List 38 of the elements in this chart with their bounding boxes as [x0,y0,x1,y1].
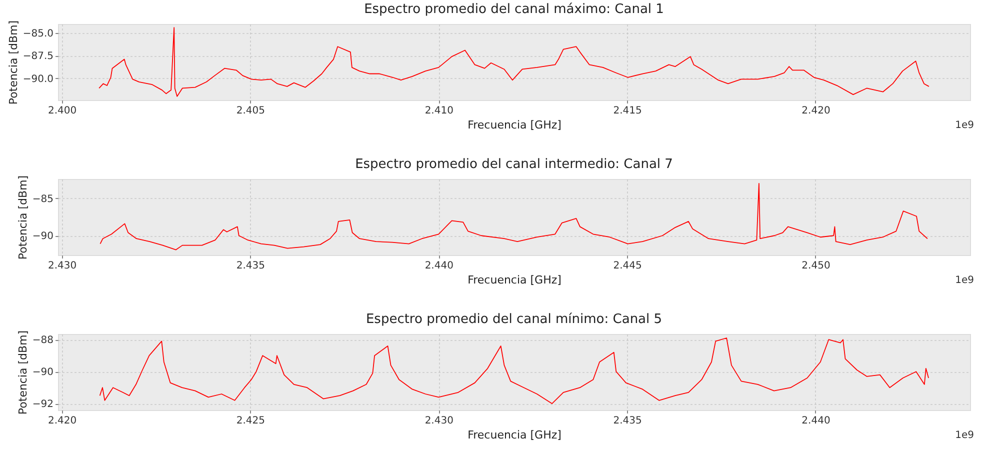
chart-title: Espectro promedio del canal mínimo: Canal 5 [366,312,662,327]
line-series [98,27,930,97]
x-tick-label: 2.450 [802,260,830,272]
x-tick-label: 2.415 [613,106,642,116]
y-axis-title: Potencia [dBm] [16,175,30,260]
x-axis-title: Frecuencia [GHz] [468,118,562,132]
line-series [99,338,929,404]
x-tick-label: 2.420 [802,106,830,116]
x-tick-label: 2.410 [424,106,454,116]
x-tick-label: 2.425 [236,416,266,426]
y-axis-title: Potencia [dBm] [16,330,30,415]
x-axis-title: Frecuencia [GHz] [468,274,562,286]
y-tick-label: −92 [32,399,54,410]
x-tick-label: 2.400 [48,106,77,116]
x-axis-title: Frecuencia [GHz] [468,428,562,442]
x-tick-label: 2.435 [613,416,642,426]
text: 1e9 [955,275,974,286]
y-tick-label: −90 [32,367,54,378]
x-tick-label: 2.445 [613,260,642,272]
chart-title: Espectro promedio del canal intermedio: Canal 7 [355,156,673,172]
x-tick-label: 2.440 [424,260,454,272]
y-tick-label: −88 [32,335,54,346]
chart-title: Espectro promedio del canal máximo: Canal 1 [364,2,664,17]
text: 1e9 [955,430,974,441]
x-tick-label: 2.440 [802,416,830,426]
x-tick-label: 2.430 [424,416,454,426]
x-tick-label: 2.435 [236,260,266,272]
y-tick-label: −90 [32,231,54,242]
x-tick-label: 2.405 [236,106,266,116]
y-tick-label: −85 [32,194,54,205]
x-tick-label: 2.420 [48,416,77,426]
x-tick-label: 2.430 [48,260,77,272]
y-tick-label: −90.0 [22,74,54,85]
y-tick-label: −87.5 [22,51,54,62]
line-series [100,183,928,250]
text: 1e9 [955,120,974,131]
y-tick-label: −85.0 [22,28,54,40]
y-axis-title: Potencia [dBm] [6,20,20,105]
